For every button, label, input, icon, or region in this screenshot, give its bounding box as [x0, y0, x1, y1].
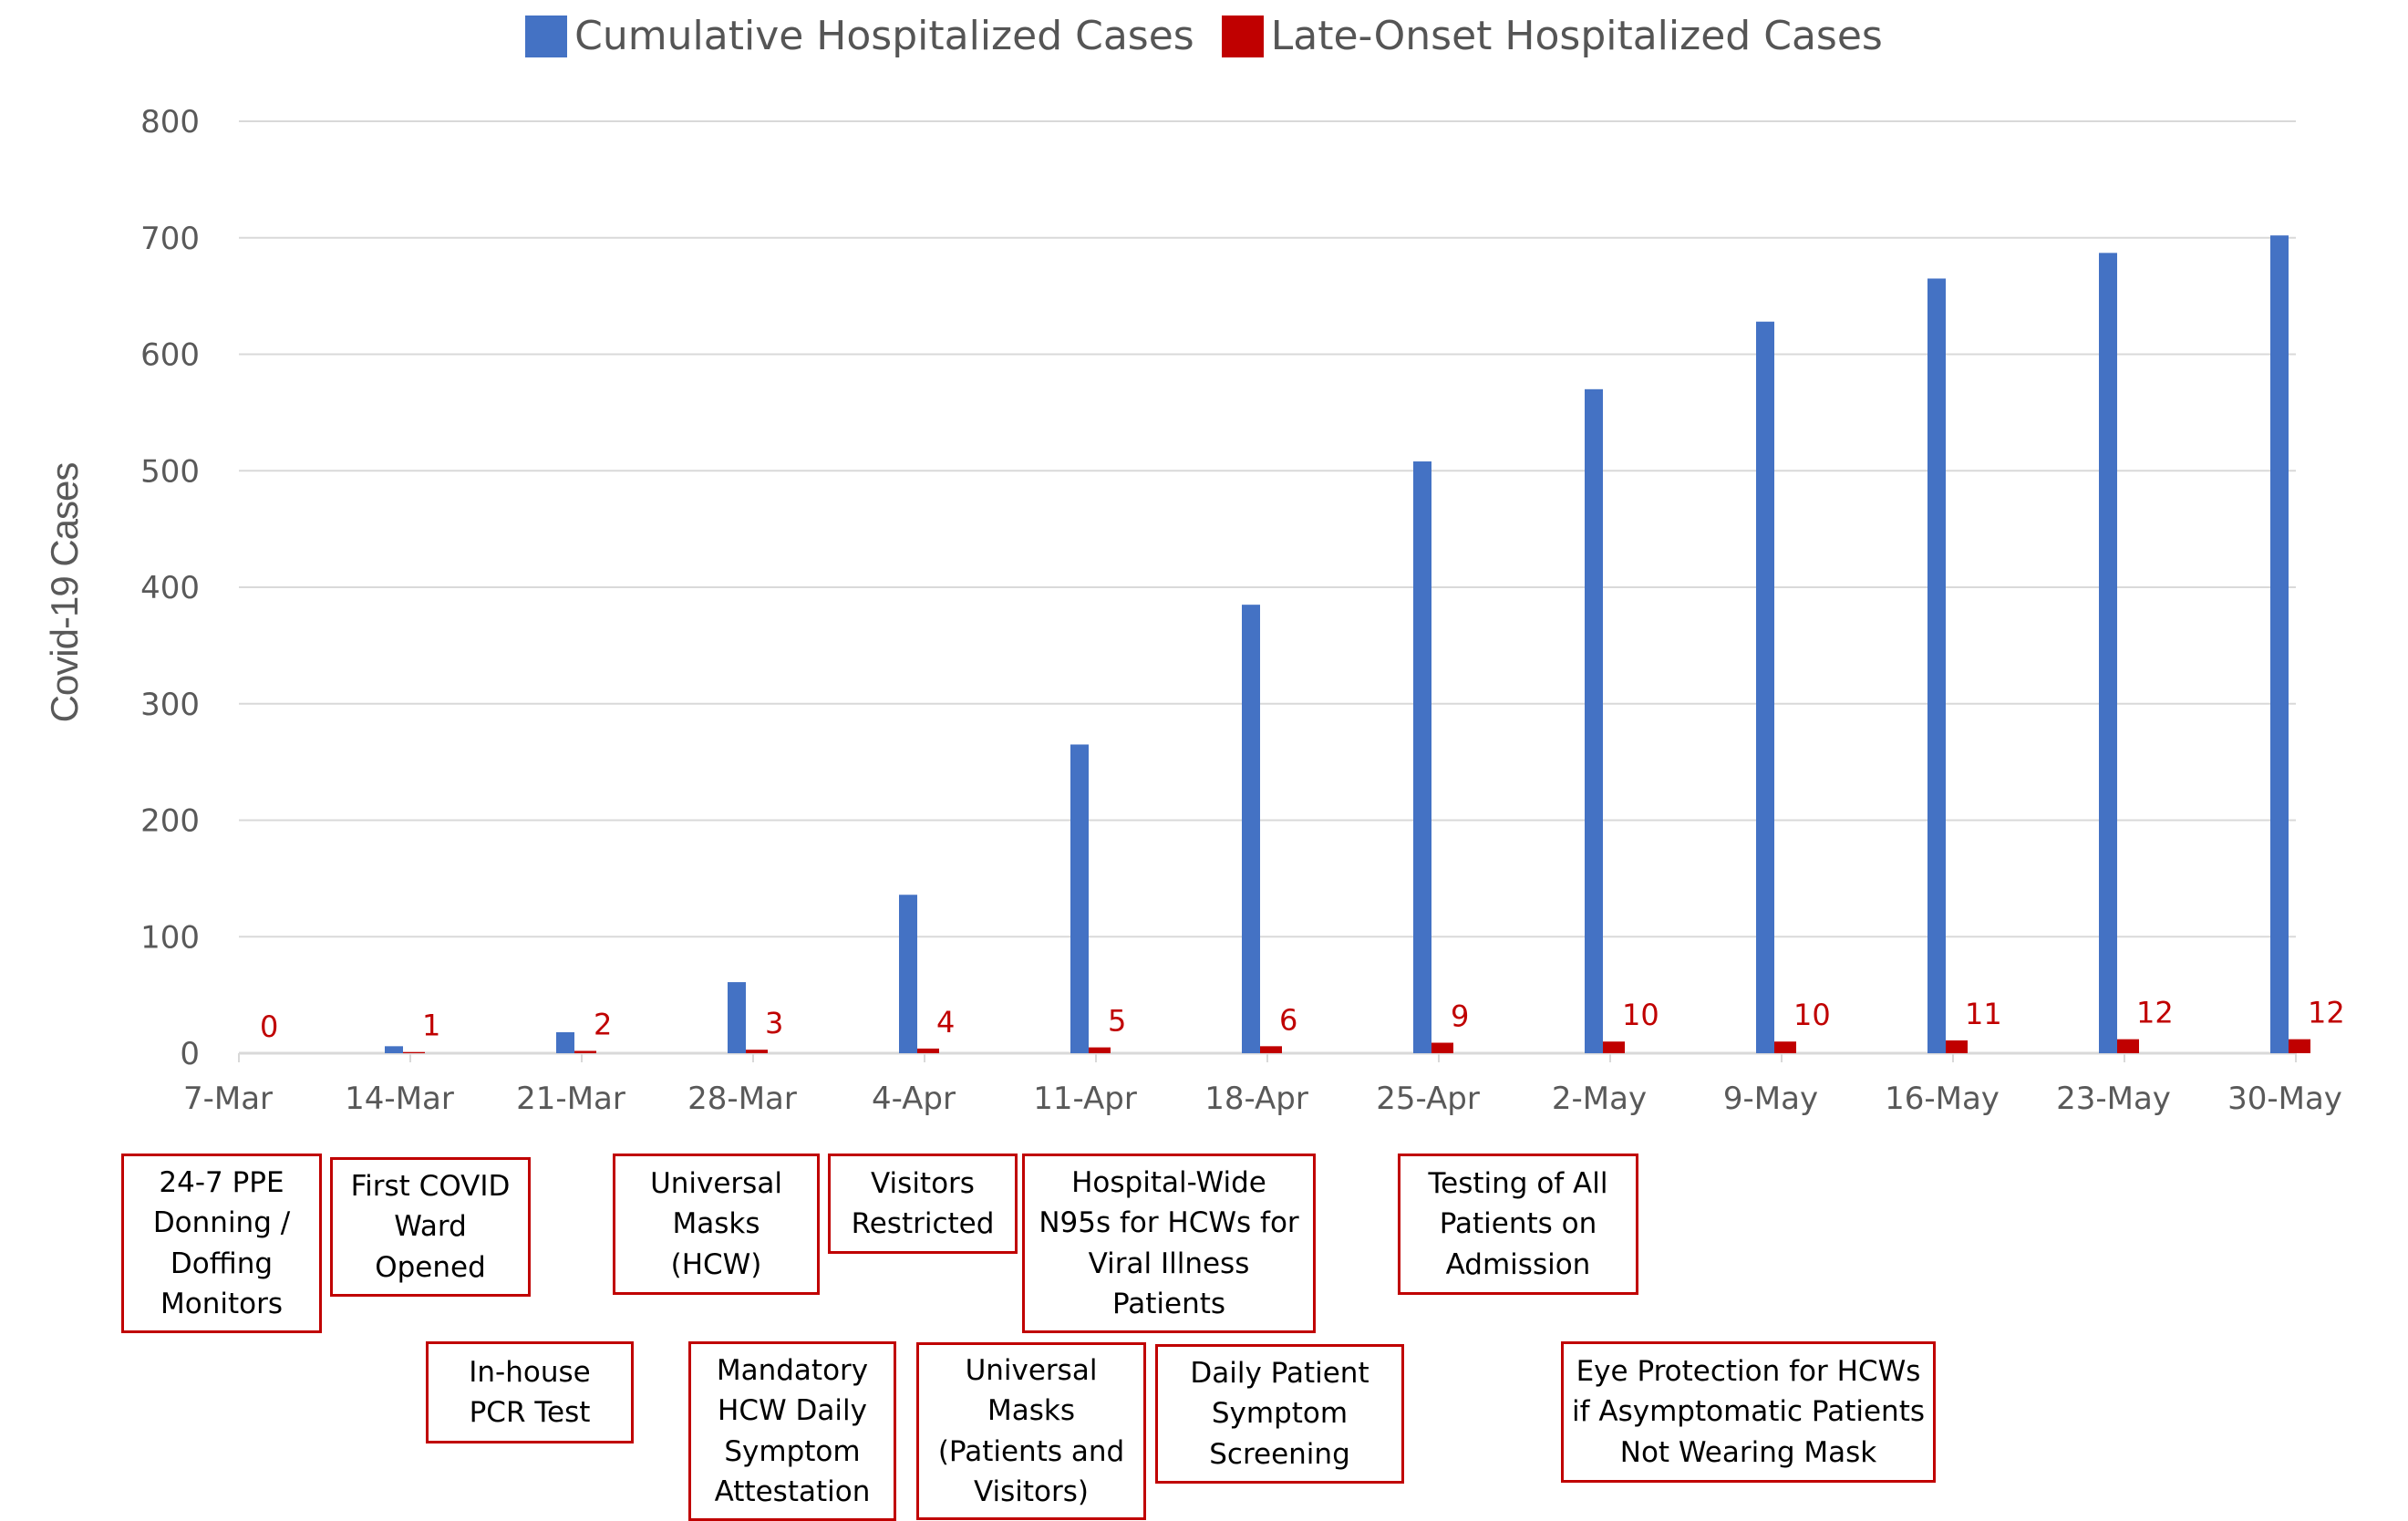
x-tick-label-4-Apr: 4-Apr: [872, 1081, 956, 1117]
x-tick-label-7-Mar: 7-Mar: [183, 1081, 273, 1117]
data-label-late-onset-16-May: 11: [1965, 997, 2002, 1031]
data-label-late-onset-4-Apr: 4: [936, 1005, 955, 1040]
data-label-late-onset-11-Apr: 5: [1108, 1004, 1126, 1039]
y-tick-label-200: 200: [140, 803, 200, 840]
chart-legend: Cumulative Hospitalized Cases Late-Onset…: [0, 13, 2408, 59]
bar-cumulative-18-Apr: [1242, 605, 1260, 1053]
bar-late-onset-30-May: [2289, 1039, 2310, 1053]
data-label-late-onset-2-May: 10: [1622, 998, 1659, 1032]
y-tick-label-500: 500: [140, 453, 200, 490]
data-label-late-onset-14-Mar: 1: [422, 1009, 440, 1043]
bar-cumulative-14-Mar: [385, 1046, 403, 1053]
annotation-hospital-wide-n95: Hospital-Wide N95s for HCWs for Viral Il…: [1022, 1154, 1316, 1333]
data-label-late-onset-30-May: 12: [2308, 996, 2345, 1030]
x-tick-label-9-May: 9-May: [1723, 1081, 1818, 1117]
legend-swatch-cumulative: [525, 15, 568, 57]
data-label-late-onset-7-Mar: 0: [260, 1009, 278, 1044]
bar-late-onset-25-Apr: [1431, 1042, 1453, 1053]
data-label-late-onset-23-May: 12: [2136, 996, 2174, 1030]
x-tick-label-30-May: 30-May: [2227, 1081, 2342, 1117]
bar-cumulative-2-May: [1585, 388, 1603, 1053]
legend-item-late-onset: Late-Onset Hospitalized Cases: [1221, 13, 1883, 59]
y-tick-label-300: 300: [140, 687, 200, 723]
y-tick-label-700: 700: [140, 221, 200, 257]
bar-late-onset-11-Apr: [1089, 1047, 1111, 1053]
legend-label-late-onset: Late-Onset Hospitalized Cases: [1270, 13, 1883, 59]
data-label-late-onset-28-Mar: 3: [765, 1006, 783, 1040]
data-label-late-onset-18-Apr: 6: [1279, 1002, 1297, 1037]
data-label-late-onset-21-Mar: 2: [594, 1007, 612, 1041]
bar-late-onset-28-Mar: [746, 1050, 768, 1053]
y-tick-label-800: 800: [140, 104, 200, 140]
x-tick-label-21-Mar: 21-Mar: [516, 1081, 625, 1117]
bar-late-onset-21-Mar: [574, 1050, 596, 1053]
bar-cumulative-4-Apr: [899, 895, 917, 1053]
annotation-universal-masks-hcw: Universal Masks (HCW): [613, 1154, 820, 1295]
bar-late-onset-14-Mar: [403, 1051, 425, 1053]
x-tick-label-18-Apr: 18-Apr: [1204, 1081, 1308, 1117]
bar-late-onset-2-May: [1603, 1041, 1625, 1053]
bar-cumulative-16-May: [1927, 278, 1946, 1053]
bar-cumulative-11-Apr: [1070, 744, 1089, 1053]
y-tick-label-400: 400: [140, 570, 200, 606]
x-tick-label-11-Apr: 11-Apr: [1033, 1081, 1137, 1117]
legend-item-cumulative: Cumulative Hospitalized Cases: [525, 13, 1194, 59]
bar-late-onset-23-May: [2117, 1039, 2139, 1053]
legend-label-cumulative: Cumulative Hospitalized Cases: [574, 13, 1194, 59]
annotation-daily-patient-screening: Daily Patient Symptom Screening: [1155, 1344, 1404, 1484]
annotation-inhouse-pcr-test: In-house PCR Test: [426, 1341, 634, 1443]
annotation-universal-masks-patients-visitors: Universal Masks (Patients and Visitors): [916, 1342, 1146, 1520]
bar-cumulative-23-May: [2099, 253, 2117, 1053]
y-tick-label-100: 100: [140, 919, 200, 956]
bar-cumulative-30-May: [2270, 235, 2289, 1053]
bar-cumulative-28-Mar: [728, 982, 746, 1053]
y-tick-label-0: 0: [180, 1036, 200, 1072]
bar-cumulative-21-Mar: [556, 1032, 574, 1053]
annotation-ppe-monitors: 24-7 PPE Donning / Doffing Monitors: [121, 1154, 322, 1333]
x-tick-label-2-May: 2-May: [1552, 1081, 1647, 1117]
bar-cumulative-25-Apr: [1413, 461, 1431, 1053]
x-tick-label-23-May: 23-May: [2056, 1081, 2171, 1117]
annotation-first-covid-ward: First COVID Ward Opened: [330, 1157, 531, 1297]
bar-late-onset-9-May: [1774, 1041, 1796, 1053]
bar-late-onset-18-Apr: [1260, 1046, 1282, 1053]
x-tick-label-14-Mar: 14-Mar: [345, 1081, 454, 1117]
bar-late-onset-4-Apr: [917, 1048, 939, 1053]
x-tick-label-28-Mar: 28-Mar: [687, 1081, 797, 1117]
legend-swatch-late-onset: [1221, 15, 1264, 57]
x-tick-label-16-May: 16-May: [1885, 1081, 2000, 1117]
y-tick-label-600: 600: [140, 337, 200, 374]
data-label-late-onset-9-May: 10: [1793, 998, 1831, 1032]
annotation-visitors-restricted: Visitors Restricted: [828, 1154, 1018, 1254]
annotation-eye-protection: Eye Protection for HCWs if Asymptomatic …: [1561, 1341, 1936, 1483]
x-tick-label-25-Apr: 25-Apr: [1376, 1081, 1480, 1117]
bar-cumulative-9-May: [1756, 321, 1774, 1054]
bar-late-onset-16-May: [1946, 1040, 1968, 1053]
data-label-late-onset-25-Apr: 9: [1451, 999, 1469, 1034]
annotation-testing-all-patients: Testing of All Patients on Admission: [1398, 1154, 1638, 1295]
annotation-hcw-symptom-attestation: Mandatory HCW Daily Symptom Attestation: [688, 1341, 896, 1521]
